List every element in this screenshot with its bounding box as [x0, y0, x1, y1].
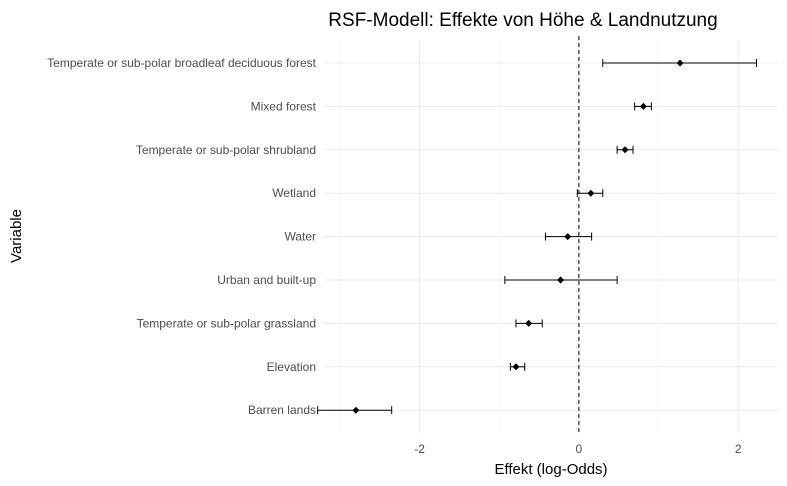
data-marks — [317, 59, 757, 415]
y-tick-label: Water — [284, 230, 316, 244]
errorbar-row — [515, 319, 543, 328]
estimate-point — [621, 146, 629, 154]
y-tick-label: Wetland — [272, 186, 316, 200]
y-axis-title: Variable — [8, 209, 25, 263]
y-tick-labels: Temperate or sub-polar broadleaf deciduo… — [47, 56, 316, 417]
x-tick-label: 2 — [735, 442, 742, 456]
estimate-point — [525, 319, 533, 327]
estimate-point — [557, 276, 565, 284]
estimate-point — [512, 363, 520, 371]
estimate-point — [564, 233, 572, 241]
estimate-point — [587, 189, 595, 197]
errorbar-row — [634, 102, 652, 111]
y-tick-label: Elevation — [267, 360, 316, 374]
estimate-point — [676, 59, 684, 67]
errorbar-row — [616, 145, 634, 154]
estimate-point — [352, 406, 360, 414]
errorbar-row — [504, 276, 618, 284]
y-tick-label: Mixed forest — [251, 99, 317, 113]
y-tick-label: Urban and built-up — [217, 273, 316, 287]
errorbar-row — [602, 59, 757, 67]
x-tick-label: -2 — [414, 442, 425, 456]
x-axis-title: Effekt (log-Odds) — [494, 461, 607, 478]
y-tick-label: Barren lands — [248, 403, 316, 417]
y-tick-label: Temperate or sub-polar shrubland — [136, 143, 316, 157]
errorbar-row — [576, 189, 604, 198]
errorbar-row — [544, 232, 593, 241]
errorbar-row — [509, 362, 526, 371]
errorbar-row — [317, 406, 393, 415]
estimate-point — [639, 102, 647, 110]
chart-title: RSF-Modell: Effekte von Höhe & Landnutzu… — [328, 10, 717, 31]
x-tick-label: 0 — [576, 442, 583, 456]
x-tick-labels: -2 0 2 — [414, 442, 742, 456]
y-tick-label: Temperate or sub-polar broadleaf deciduo… — [47, 56, 316, 70]
y-tick-label: Temperate or sub-polar grassland — [137, 316, 316, 330]
